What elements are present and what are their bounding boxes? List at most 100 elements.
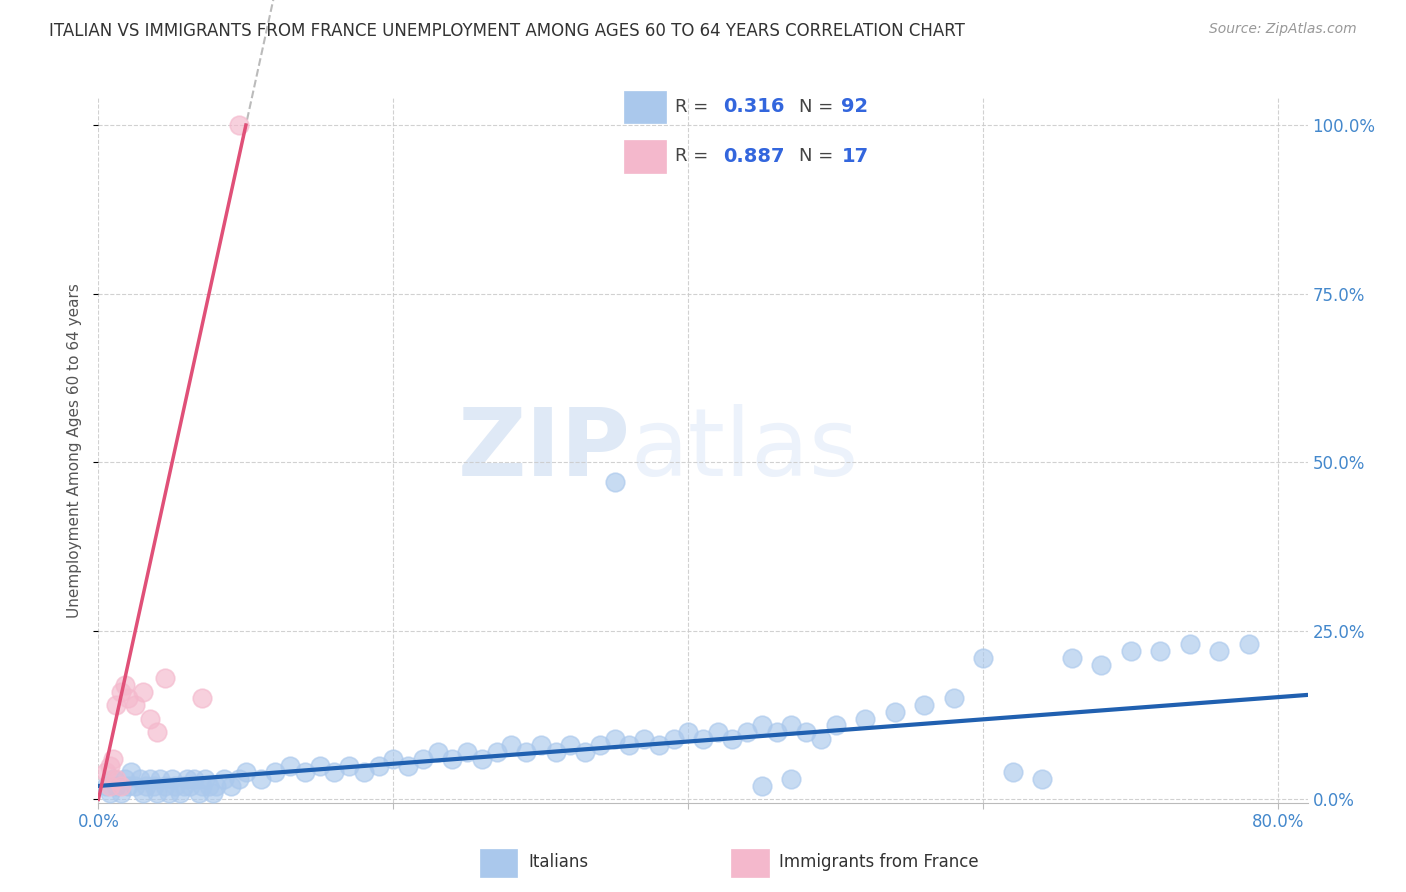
Point: [110, 786, 132, 800]
Point: [139, 712, 162, 726]
Point: [135, 779, 157, 793]
Point: [515, 745, 537, 759]
Point: [176, 772, 198, 787]
Point: [105, 779, 128, 793]
Point: [143, 779, 166, 793]
Point: [205, 779, 228, 793]
Point: [131, 786, 153, 800]
Text: R =: R =: [675, 147, 714, 165]
Point: [149, 772, 172, 787]
Point: [198, 779, 221, 793]
Point: [1178, 637, 1201, 651]
Point: [382, 752, 405, 766]
Bar: [624, 91, 666, 123]
Point: [603, 731, 626, 746]
Point: [169, 786, 191, 800]
Point: [396, 758, 419, 772]
Point: [678, 725, 700, 739]
Text: Italians: Italians: [529, 853, 588, 871]
Y-axis label: Unemployment Among Ages 60 to 64 years: Unemployment Among Ages 60 to 64 years: [67, 283, 83, 618]
Point: [228, 118, 250, 132]
Point: [114, 772, 136, 787]
Point: [471, 752, 494, 766]
Point: [157, 786, 180, 800]
Point: [633, 731, 655, 746]
Point: [441, 752, 464, 766]
Text: Source: ZipAtlas.com: Source: ZipAtlas.com: [1209, 22, 1357, 37]
Point: [128, 772, 150, 787]
Point: [692, 731, 714, 746]
Point: [190, 691, 212, 706]
Point: [124, 779, 146, 793]
Point: [139, 772, 162, 787]
Point: [603, 475, 626, 490]
Text: atlas: atlas: [630, 404, 859, 497]
Point: [190, 779, 212, 793]
Point: [94, 779, 117, 793]
Point: [294, 765, 316, 780]
Text: N =: N =: [799, 147, 839, 165]
Point: [1119, 644, 1142, 658]
Point: [173, 779, 195, 793]
Point: [219, 779, 242, 793]
Point: [117, 691, 139, 706]
Point: [98, 758, 121, 772]
Point: [942, 691, 965, 706]
Point: [1001, 765, 1024, 780]
Bar: [731, 849, 769, 877]
Point: [183, 772, 205, 787]
Point: [264, 765, 287, 780]
Text: ZIP: ZIP: [457, 404, 630, 497]
Point: [101, 772, 124, 787]
Point: [706, 725, 728, 739]
Point: [824, 718, 846, 732]
Point: [794, 725, 817, 739]
Point: [883, 705, 905, 719]
Point: [751, 779, 773, 793]
Point: [1237, 637, 1260, 651]
Point: [124, 698, 146, 712]
Point: [153, 779, 176, 793]
Point: [367, 758, 389, 772]
Point: [589, 739, 612, 753]
Point: [485, 745, 508, 759]
Point: [187, 786, 209, 800]
Point: [94, 765, 117, 780]
Point: [117, 779, 139, 793]
Point: [114, 678, 136, 692]
Point: [101, 752, 124, 766]
Point: [323, 765, 346, 780]
Point: [146, 725, 169, 739]
Point: [353, 765, 375, 780]
Text: 0.316: 0.316: [724, 97, 785, 117]
Point: [179, 779, 201, 793]
Point: [278, 758, 301, 772]
Point: [235, 765, 257, 780]
Text: 92: 92: [841, 97, 869, 117]
Point: [110, 779, 132, 793]
Point: [212, 772, 235, 787]
Point: [853, 712, 876, 726]
Point: [308, 758, 330, 772]
Point: [662, 731, 685, 746]
Point: [202, 786, 225, 800]
Point: [228, 772, 250, 787]
Point: [810, 731, 832, 746]
Point: [146, 786, 169, 800]
Point: [105, 698, 128, 712]
Point: [110, 684, 132, 698]
Text: 0.887: 0.887: [724, 146, 785, 166]
Point: [765, 725, 787, 739]
Point: [648, 739, 671, 753]
Text: ITALIAN VS IMMIGRANTS FROM FRANCE UNEMPLOYMENT AMONG AGES 60 TO 64 YEARS CORRELA: ITALIAN VS IMMIGRANTS FROM FRANCE UNEMPL…: [49, 22, 965, 40]
Text: Immigrants from France: Immigrants from France: [779, 853, 979, 871]
Point: [530, 739, 553, 753]
Point: [456, 745, 478, 759]
Point: [912, 698, 935, 712]
Text: 17: 17: [841, 146, 869, 166]
Point: [780, 772, 803, 787]
Point: [194, 772, 217, 787]
Point: [131, 684, 153, 698]
Point: [412, 752, 434, 766]
Point: [751, 718, 773, 732]
